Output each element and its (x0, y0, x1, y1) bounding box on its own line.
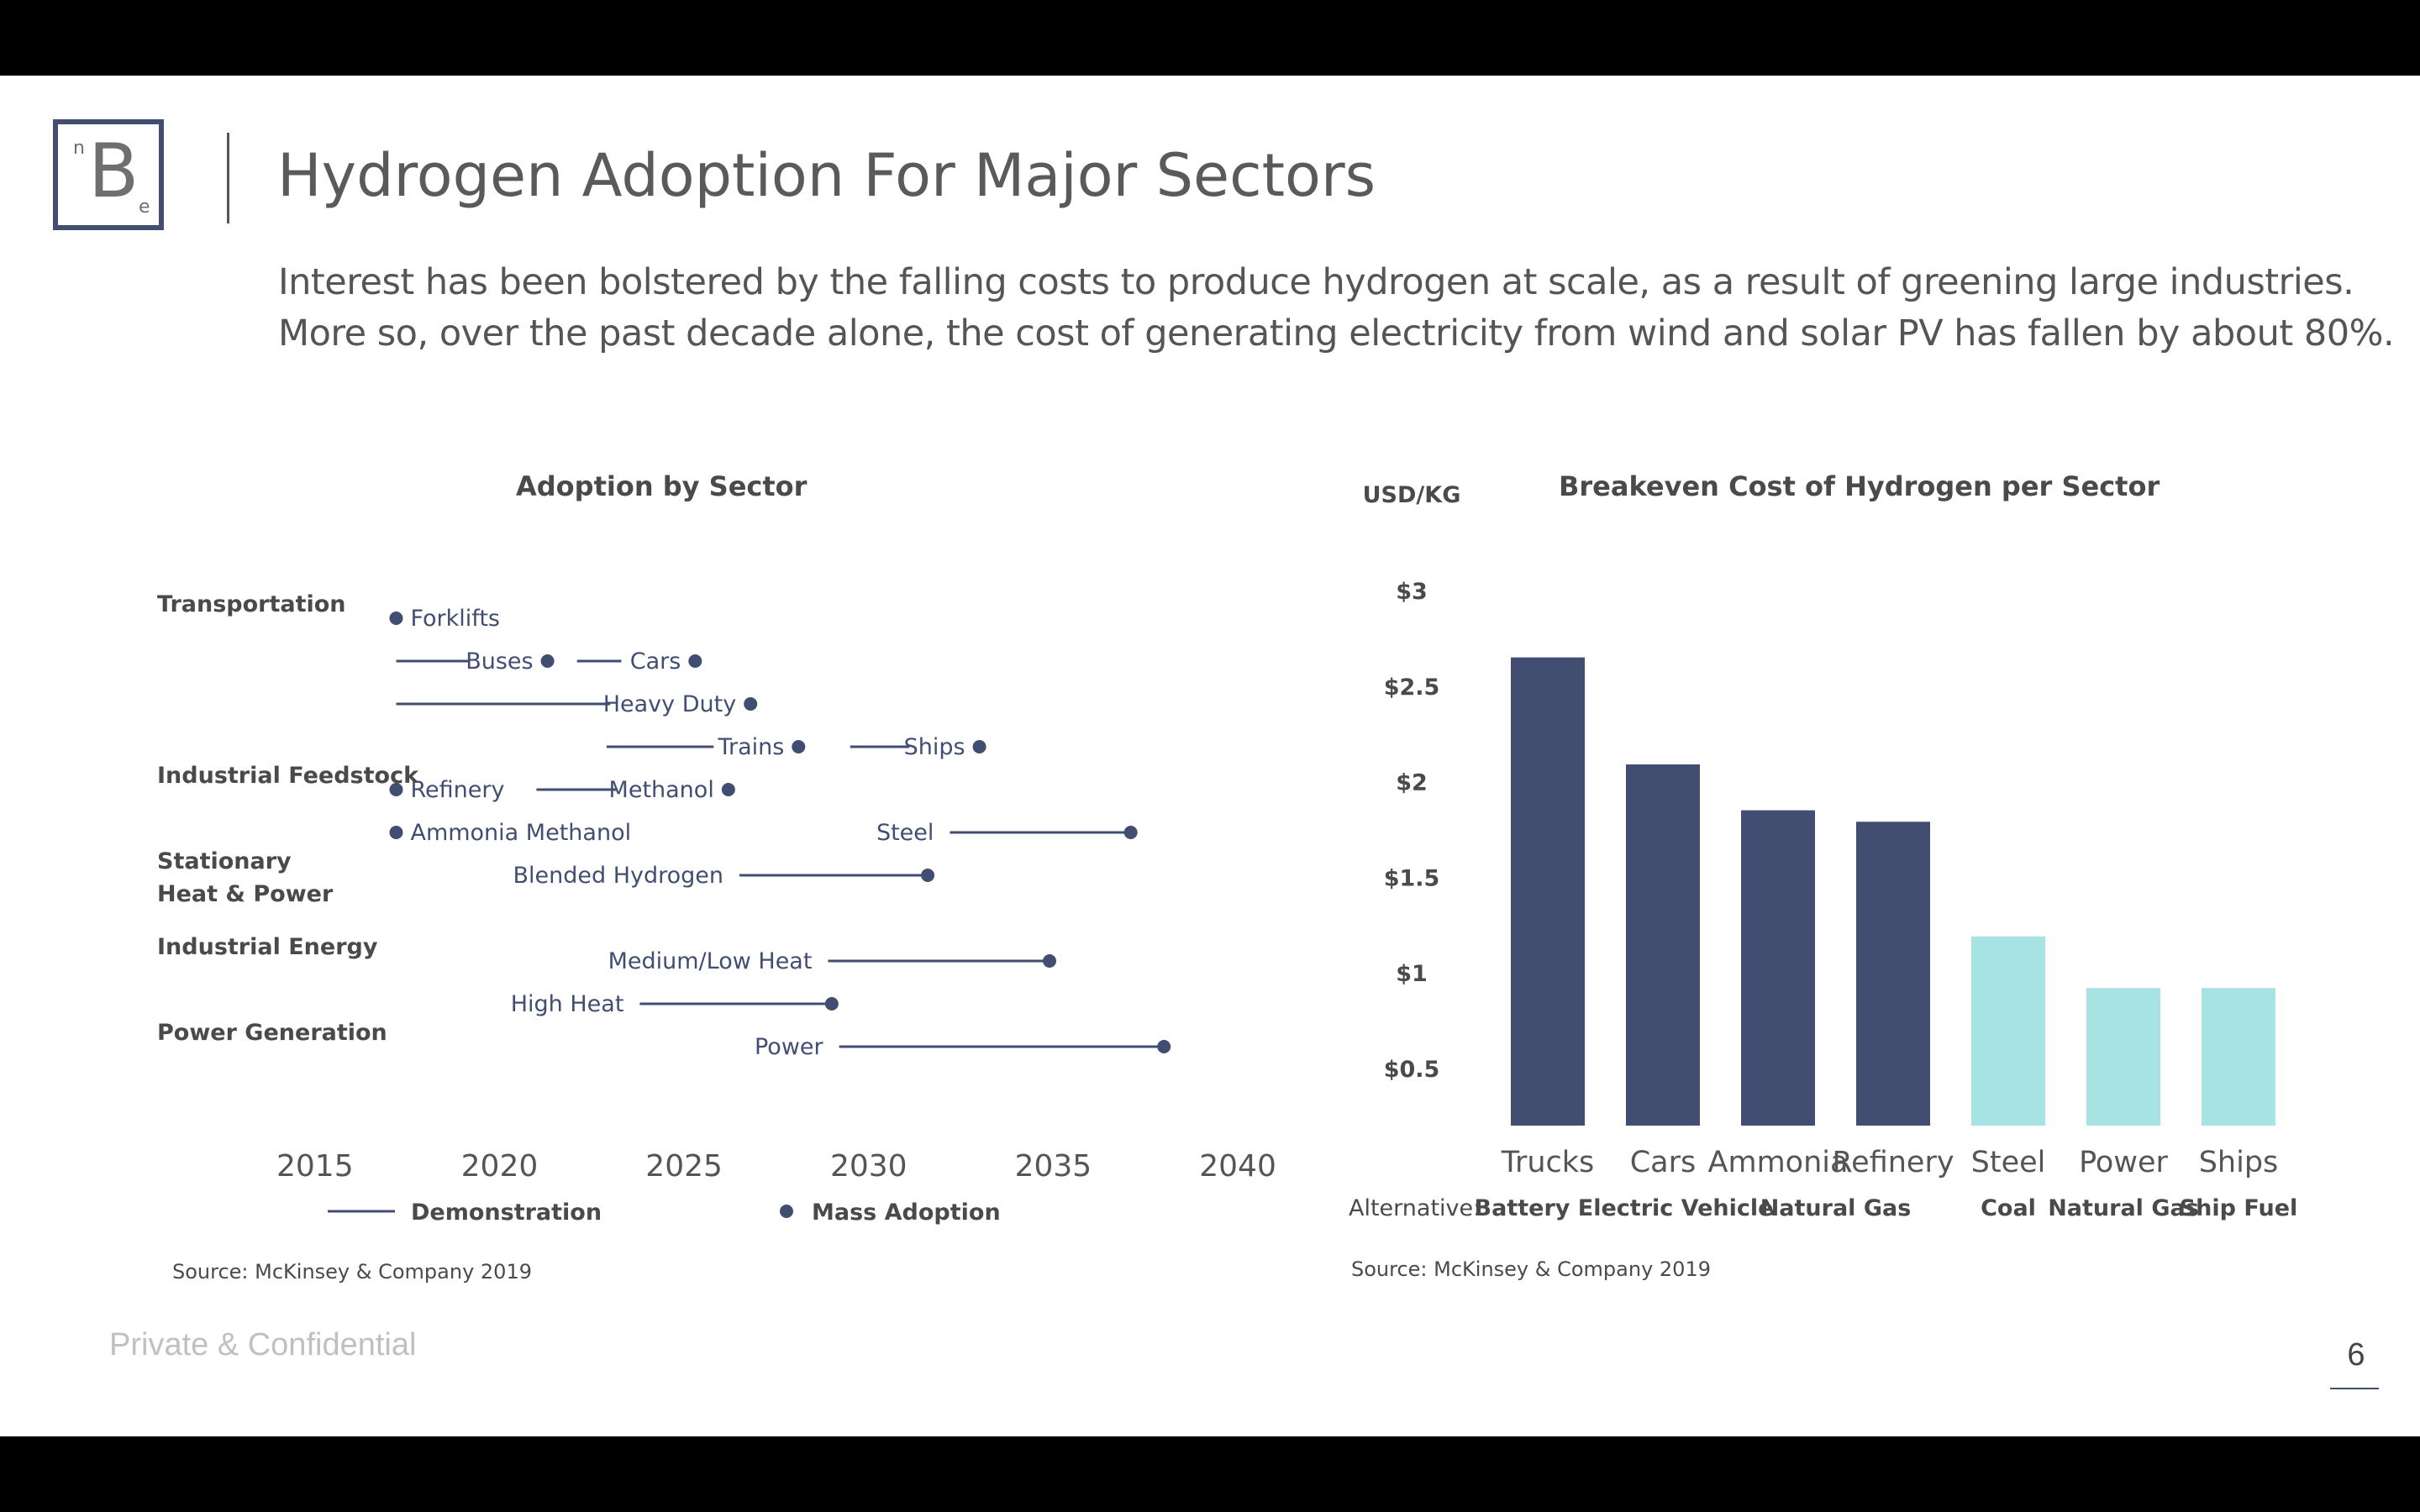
sector-item-label: Refinery (410, 777, 504, 803)
page-number: 6 (2347, 1337, 2365, 1373)
mass-adoption-dot (792, 740, 806, 753)
sector-item-label: High Heat (511, 991, 624, 1017)
sector-item-label: Trains (717, 734, 784, 760)
category-label: Steel (1971, 1146, 2046, 1179)
mass-adoption-dot (540, 654, 555, 668)
cost-chart-title: Breakeven Cost of Hydrogen per Sector (1559, 470, 2160, 502)
mass-adoption-dot (824, 997, 839, 1011)
sector-group-label: Transportation (157, 591, 346, 617)
y-axis-unit-label: USD/KG (1363, 482, 1461, 508)
title-divider (227, 133, 229, 223)
page-number-underline (2330, 1388, 2379, 1389)
mass-adoption-dot (744, 697, 758, 711)
company-logo: n B e (53, 119, 164, 230)
cost-chart: USD/KG $0.5 $1 $1.5 $2 $2.5 $3 Trucks Cars Ammoni… (1349, 482, 2298, 1221)
sector-group-label: Stationary (157, 848, 292, 874)
alternative-label: Coal (1981, 1195, 2036, 1221)
adoption-source: Source: McKinsey & Company 2019 (172, 1260, 532, 1284)
bar-refinery (1856, 822, 1930, 1126)
mass-adoption-dot (389, 612, 403, 625)
logo-superscript: n (73, 138, 85, 159)
sector-item-label: Medium/Low Heat (608, 948, 813, 974)
x-tick-label: 2020 (461, 1149, 539, 1184)
bar-trucks (1511, 657, 1585, 1126)
y-tick-label: $2.5 (1384, 675, 1440, 701)
sector-item-label: Blended Hydrogen (513, 863, 723, 889)
sector-item-label: Power (755, 1034, 824, 1060)
slide: n B e Hydrogen Adoption For Major Sector… (0, 76, 2420, 1436)
legend-mass-adoption-swatch (780, 1205, 793, 1218)
mass-adoption-dot (1123, 826, 1138, 839)
alternative-label: Natural Gas (2048, 1195, 2199, 1221)
mass-adoption-dot (389, 783, 403, 796)
legend-demonstration-label: Demonstration (411, 1200, 602, 1226)
x-tick-label: 2030 (830, 1149, 908, 1184)
category-label: Cars (1630, 1146, 1697, 1179)
cost-source: Source: McKinsey & Company 2019 (1351, 1257, 1711, 1281)
alternative-label: Battery Electric Vehicle (1475, 1195, 1774, 1221)
sector-item-label: Heavy Duty (603, 691, 736, 717)
mass-adoption-dot (972, 740, 986, 753)
sector-item-label: Methanol (609, 777, 714, 803)
category-label: Trucks (1501, 1146, 1595, 1179)
intro-paragraph: Interest has been bolstered by the falli… (278, 261, 2395, 354)
adoption-chart: Transportation Industrial Feedstock Statio… (157, 591, 1276, 1226)
y-tick-label: $3 (1396, 579, 1428, 605)
logo-letter: B (88, 128, 139, 214)
alternative-label: Natural Gas (1760, 1195, 1912, 1221)
page-title: Hydrogen Adoption For Major Sectors (277, 141, 1376, 210)
sector-item-label: Ammonia Methanol (410, 820, 631, 846)
sector-item-label: Steel (876, 820, 934, 846)
sector-item-label: Cars (630, 648, 681, 675)
bar-power (2086, 988, 2160, 1126)
sector-item-label: Forklifts (410, 606, 500, 632)
adoption-chart-title: Adoption by Sector (516, 470, 808, 502)
sector-group-label: Industrial Feedstock (157, 763, 419, 789)
y-tick-label: $1.5 (1384, 865, 1440, 891)
y-tick-label: $2 (1396, 770, 1428, 796)
x-tick-label: 2035 (1015, 1149, 1092, 1184)
mass-adoption-dot (1157, 1040, 1171, 1053)
logo-subscript: e (139, 197, 150, 218)
alternative-prefix: Alternative: (1349, 1195, 1481, 1221)
category-label: Ships (2199, 1146, 2279, 1179)
bar-ammonia (1741, 810, 1815, 1126)
x-tick-label: 2015 (276, 1149, 354, 1184)
bar-cars (1626, 764, 1700, 1126)
mass-adoption-dot (389, 826, 403, 839)
legend-mass-adoption-label: Mass Adoption (812, 1200, 1001, 1226)
category-label: Refinery (1832, 1146, 1954, 1179)
sector-group-label: Heat & Power (157, 881, 334, 907)
sector-group-label: Industrial Energy (157, 934, 378, 960)
category-label: Power (2079, 1146, 2168, 1179)
alternative-label: Ship Fuel (2180, 1195, 2298, 1221)
mass-adoption-dot (721, 783, 735, 796)
bar-steel (1971, 936, 2045, 1126)
y-tick-label: $0.5 (1384, 1057, 1440, 1083)
confidential-footer: Private & Confidential (109, 1327, 417, 1362)
sector-item-label: Buses (466, 648, 533, 675)
sector-group-label: Power Generation (157, 1020, 387, 1046)
x-tick-label: 2040 (1199, 1149, 1276, 1184)
mass-adoption-dot (1043, 954, 1057, 968)
mass-adoption-dot (688, 654, 702, 668)
x-tick-label: 2025 (645, 1149, 723, 1184)
mass-adoption-dot (921, 869, 935, 882)
sector-item-label: Ships (904, 734, 965, 760)
y-tick-label: $1 (1396, 961, 1428, 987)
bar-ships (2202, 988, 2275, 1126)
category-label: Ammonia (1708, 1146, 1849, 1179)
